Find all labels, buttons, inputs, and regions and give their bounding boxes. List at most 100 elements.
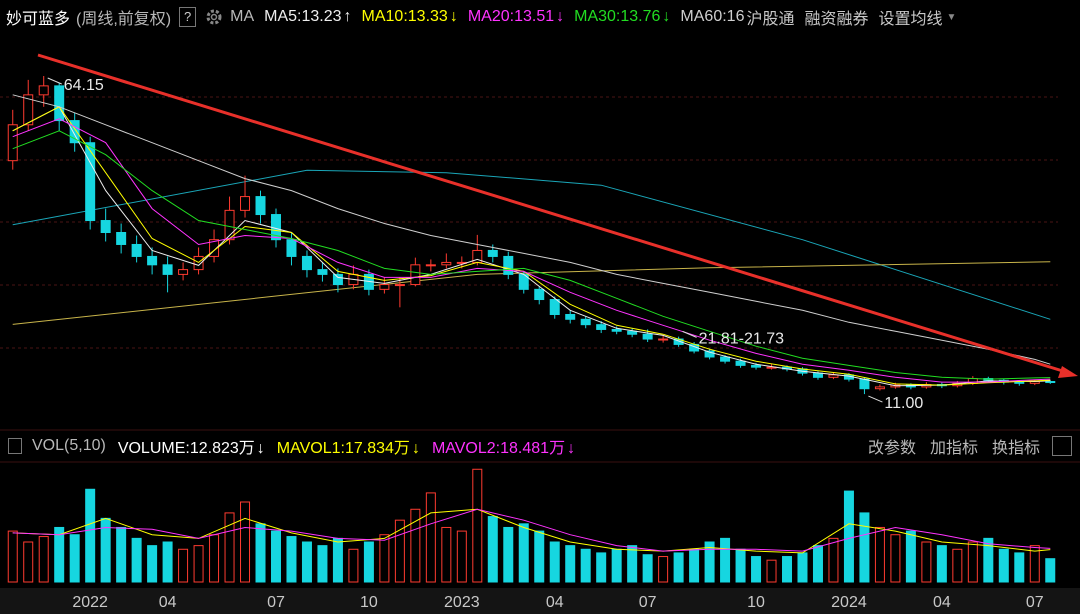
x-tick-label: 07 xyxy=(639,594,657,611)
volume-bar xyxy=(240,501,251,583)
volume-bar xyxy=(843,490,854,583)
candle-body xyxy=(379,284,390,290)
x-tick-label: 07 xyxy=(1026,594,1044,611)
candle-body xyxy=(240,196,251,211)
volume-bar xyxy=(580,548,591,583)
volume-unit: 万 xyxy=(238,440,255,457)
header-link[interactable]: 设置均线 xyxy=(878,11,943,28)
candle-body xyxy=(332,273,343,286)
mavol-line xyxy=(12,508,1051,554)
separator: : xyxy=(403,8,408,25)
candle-body xyxy=(658,338,669,341)
volume-name: VOLUME xyxy=(117,440,186,457)
ma-legend-item: MA5:13.23 ↑ xyxy=(264,8,351,26)
candle-body xyxy=(54,85,65,122)
ma-value: 13.51 xyxy=(514,8,555,25)
volume-bar xyxy=(162,541,173,583)
x-tick-label: 2024 xyxy=(831,594,867,611)
tool-button[interactable]: 换指标 xyxy=(991,440,1040,457)
ma-name: MA20 xyxy=(467,8,510,25)
volume-bar xyxy=(85,488,96,583)
help-button[interactable]: ? xyxy=(179,7,197,27)
candle-body xyxy=(100,220,111,234)
trend-arrow: ↓ xyxy=(449,8,458,25)
volume-bar xyxy=(967,541,978,583)
ma-name: MA5 xyxy=(264,8,298,25)
volume-bar xyxy=(394,519,405,583)
mavol-value: 17.834 xyxy=(344,440,394,457)
volume-bar xyxy=(518,523,529,583)
ma-legend: MA5:13.23 ↑ MA10:13.33 ↓ MA20:13.51 ↓ MA30:13.… xyxy=(254,8,744,26)
date-axis-bg xyxy=(0,588,1080,614)
volume-bar xyxy=(410,508,421,583)
volume-bar xyxy=(720,537,731,583)
candle-body xyxy=(69,120,80,144)
collapse-icon[interactable] xyxy=(8,438,22,454)
candle-body xyxy=(7,124,18,162)
separator: : xyxy=(297,8,302,25)
trend-line xyxy=(37,53,1067,374)
separator: : xyxy=(495,440,501,457)
candle-body xyxy=(874,386,885,390)
mavol-legend-item: MAVOL1:17.834万 ↓ xyxy=(277,434,420,458)
x-tick-label: 04 xyxy=(933,594,951,611)
x-tick-label: 10 xyxy=(360,594,378,611)
tool-button[interactable]: 改参数 xyxy=(867,440,916,457)
volume-bar xyxy=(332,537,343,583)
close-icon[interactable] xyxy=(1052,436,1072,456)
candle-body xyxy=(534,288,545,301)
volume-bar xyxy=(23,541,34,583)
long-ma-line xyxy=(12,261,1051,325)
candle-body xyxy=(410,264,421,286)
ma-name: MA30 xyxy=(574,8,616,25)
candle-body xyxy=(162,264,173,275)
ma-line xyxy=(12,130,1051,380)
volume-bar xyxy=(348,548,359,583)
volume-tools: 改参数 加指标 换指标 xyxy=(868,434,1040,458)
candle-body xyxy=(642,333,653,340)
volume-bar xyxy=(890,534,901,583)
annotation-label: 64.15 xyxy=(64,77,104,94)
volume-bar xyxy=(224,512,235,583)
plot-area: 64.15 21.81-21.73 11.00 2022 04 07 10 2023 04 07 1… xyxy=(7,75,1056,611)
candle-body xyxy=(549,299,560,315)
volume-bar xyxy=(534,530,545,583)
period-mode: (周线,前复权) xyxy=(76,11,172,28)
candle-body xyxy=(596,324,607,330)
volume-bar xyxy=(658,556,669,583)
candle-body xyxy=(147,255,158,266)
candle-body xyxy=(38,85,49,96)
volume-bar xyxy=(38,536,49,583)
volume-legend-item: VOLUME:12.823万 ↓ xyxy=(118,434,265,458)
ma-line xyxy=(12,106,1051,386)
volume-bar xyxy=(998,548,1009,583)
volume-bar xyxy=(193,545,204,583)
volume-bar xyxy=(549,541,560,583)
settings-icon[interactable] xyxy=(204,7,224,27)
candle-body xyxy=(394,284,405,287)
volume-bar xyxy=(441,526,452,583)
volume-bar xyxy=(472,468,483,583)
volume-bar xyxy=(921,541,932,583)
volume-bar xyxy=(209,534,220,583)
header-link[interactable]: 沪股通 xyxy=(746,11,795,28)
volume-unit: 万 xyxy=(393,440,410,457)
volume-bar xyxy=(301,541,312,583)
volume-bar xyxy=(286,536,297,583)
trend-arrow: ↓ xyxy=(556,8,565,25)
tool-button[interactable]: 加指标 xyxy=(929,440,978,457)
candle-body xyxy=(301,255,312,271)
candle-body xyxy=(503,255,514,275)
candle-body xyxy=(720,356,731,362)
volume-bar xyxy=(766,559,777,583)
ma-value: 13.23 xyxy=(301,8,342,25)
ma-value: 16 xyxy=(726,8,745,25)
ma-value: 13.33 xyxy=(407,8,448,25)
annotation-label: 21.81-21.73 xyxy=(699,330,785,347)
header-link[interactable]: 融资融券 xyxy=(804,11,869,28)
candle-body xyxy=(116,232,127,245)
dropdown-caret: ▼ xyxy=(946,11,957,23)
volume-bar xyxy=(983,537,994,583)
trend-arrow: ↓ xyxy=(567,440,576,457)
